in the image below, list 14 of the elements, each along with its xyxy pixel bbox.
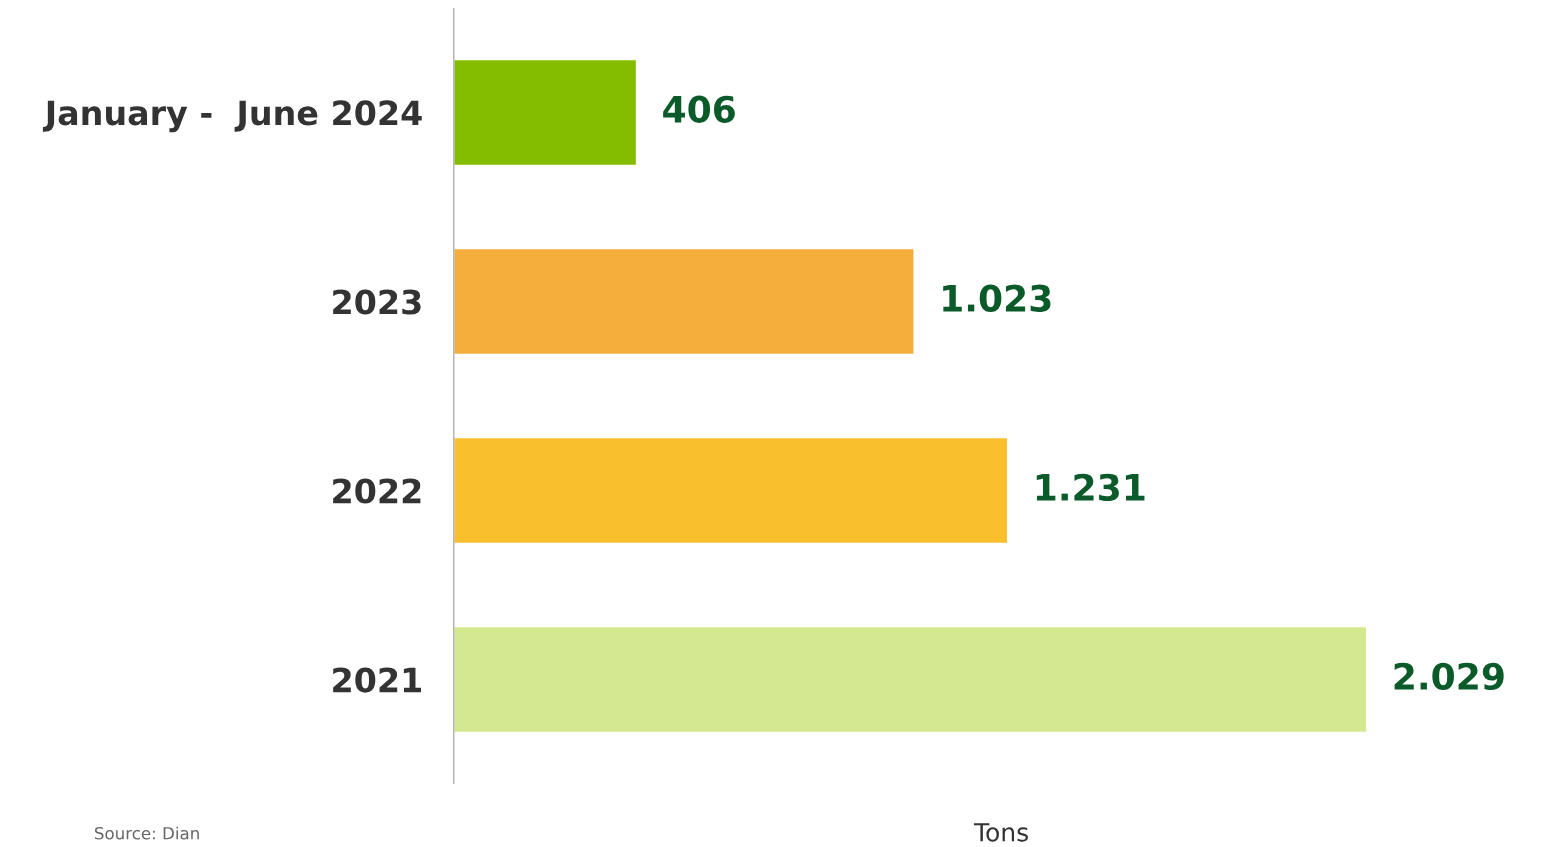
bar <box>453 436 1009 545</box>
bar <box>453 58 638 167</box>
y-tick-label: 2022 <box>333 478 421 504</box>
x-axis-title: Tons <box>973 823 1028 842</box>
bar <box>453 625 1368 734</box>
y-tick-label: January - June 2024 <box>42 100 422 133</box>
source-note: Source: Dian <box>95 826 199 840</box>
bar <box>453 247 915 356</box>
data-label: 1.023 <box>943 284 1051 312</box>
data-label: 1.231 <box>1036 473 1145 501</box>
y-tick-label: 2023 <box>333 289 421 315</box>
data-label: 2.029 <box>1394 662 1504 690</box>
y-tick-label: 2021 <box>333 667 421 693</box>
data-label: 406 <box>663 95 735 123</box>
